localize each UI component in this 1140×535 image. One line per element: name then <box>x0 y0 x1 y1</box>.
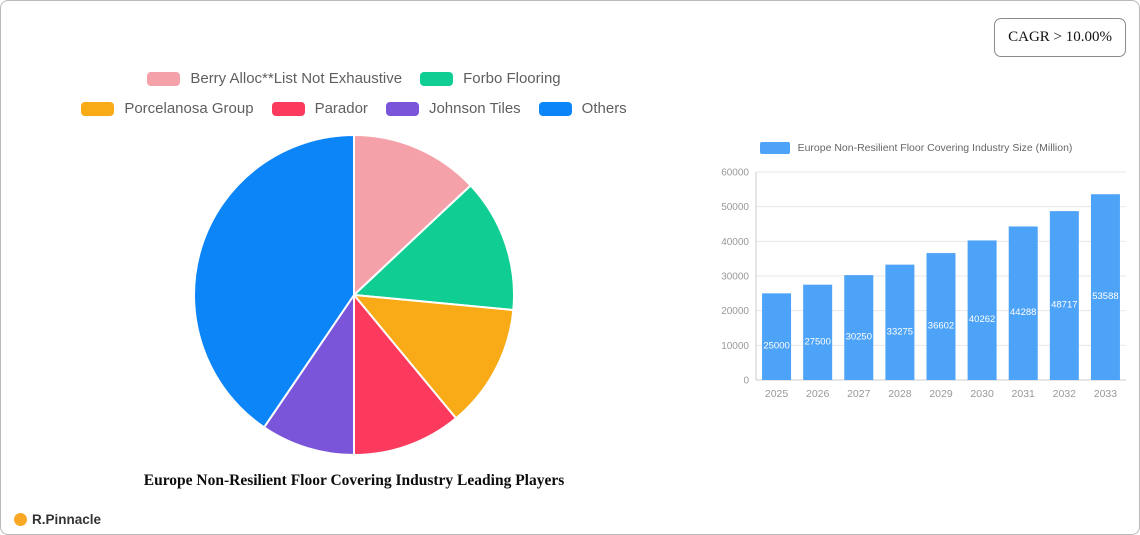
pie-legend-row-2: Porcelanosa Group Parador Johnson Tiles Oth… <box>8 100 700 117</box>
pie-legend-swatch <box>538 101 572 116</box>
y-tick-label: 30000 <box>721 272 749 283</box>
bar-2026 <box>803 284 833 380</box>
pie-legend-item: Berry Alloc**List Not Exhaustive <box>147 70 402 87</box>
bar-2027 <box>844 275 874 380</box>
pie-legend-swatch <box>271 101 305 116</box>
bar-value-label: 30250 <box>846 332 872 343</box>
brand-logo-text: R.Pinnacle <box>32 512 102 527</box>
x-tick-label: 2031 <box>1012 388 1036 400</box>
bar-2029 <box>926 253 956 380</box>
x-tick-label: 2030 <box>970 388 994 400</box>
pie-slice <box>263 294 355 456</box>
bar-legend-label: Europe Non-Resilient Floor Covering Indu… <box>797 142 1073 154</box>
pie-legend-row-1: Berry Alloc**List Not Exhaustive Forbo Fl… <box>8 70 700 87</box>
bar-2025 <box>762 293 792 380</box>
brand-logo-icon <box>14 513 27 526</box>
pie-legend-swatch <box>81 101 115 116</box>
pie-legend-label: Berry Alloc**List Not Exhaustive <box>190 70 403 87</box>
pie-legend-label: Johnson Tiles <box>428 100 521 117</box>
pie-legend-label: Forbo Flooring <box>463 70 561 87</box>
pie-slice <box>353 294 515 420</box>
pie-legend-label: Parador <box>314 100 368 117</box>
pie-legend-item: Parador <box>271 100 368 117</box>
pie-chart-panel: Berry Alloc**List Not Exhaustive Forbo Fl… <box>8 70 700 490</box>
bar-2030 <box>967 240 997 380</box>
brand-logo: R.Pinnacle <box>14 512 101 527</box>
cagr-badge: CAGR > 10.00% <box>994 18 1126 57</box>
x-tick-label: 2025 <box>765 388 789 400</box>
pie-slice <box>353 294 457 456</box>
bar-value-label: 33275 <box>887 326 913 337</box>
bar-value-label: 25000 <box>763 341 789 352</box>
y-tick-label: 60000 <box>721 168 749 179</box>
pie-slice <box>353 184 515 312</box>
bar-2033 <box>1090 194 1120 380</box>
y-tick-label: 40000 <box>721 237 749 248</box>
pie-legend-label: Porcelanosa Group <box>124 100 254 117</box>
pie-legend-label: Others <box>581 100 627 117</box>
pie-legend-swatch <box>385 101 419 116</box>
pie-legend-swatch <box>420 71 454 86</box>
bar-chart-legend: Europe Non-Resilient Floor Covering Indu… <box>698 142 1134 154</box>
pie-legend-swatch <box>147 71 181 86</box>
bar-chart-panel: Europe Non-Resilient Floor Covering Indu… <box>698 142 1134 412</box>
pie-legend-item: Porcelanosa Group <box>81 100 254 117</box>
bar-value-label: 48717 <box>1051 300 1077 311</box>
pie-legend-item: Forbo Flooring <box>420 70 561 87</box>
y-tick-label: 0 <box>743 376 749 387</box>
pie-chart-title: Europe Non-Resilient Floor Covering Indu… <box>143 472 565 489</box>
y-tick-label: 20000 <box>721 306 749 317</box>
bar-value-label: 27500 <box>804 336 830 347</box>
bar-2031 <box>1008 226 1038 380</box>
pie-slice <box>193 134 355 429</box>
x-tick-label: 2028 <box>888 388 912 400</box>
x-tick-label: 2026 <box>806 388 830 400</box>
bar-value-label: 36602 <box>928 321 954 332</box>
bar-value-label: 53588 <box>1092 291 1118 302</box>
pie-chart <box>193 134 515 456</box>
pie-legend-item: Johnson Tiles <box>385 100 521 117</box>
x-tick-label: 2027 <box>847 388 871 400</box>
x-tick-label: 2033 <box>1094 388 1118 400</box>
x-tick-label: 2032 <box>1053 388 1077 400</box>
x-tick-label: 2029 <box>929 388 953 400</box>
bar-chart: 0 10000 20000 30000 40000 50000 60000 25000 2025… <box>721 168 1126 400</box>
y-tick-label: 10000 <box>721 341 749 352</box>
bar-value-label: 40262 <box>969 314 995 325</box>
bar-value-label: 44288 <box>1010 307 1036 318</box>
bar-2028 <box>885 264 915 380</box>
bar-2032 <box>1049 211 1079 380</box>
pie-legend-item: Others <box>538 100 627 117</box>
bar-legend-swatch <box>759 142 790 154</box>
y-tick-label: 50000 <box>721 202 749 213</box>
pie-slice <box>353 134 472 296</box>
